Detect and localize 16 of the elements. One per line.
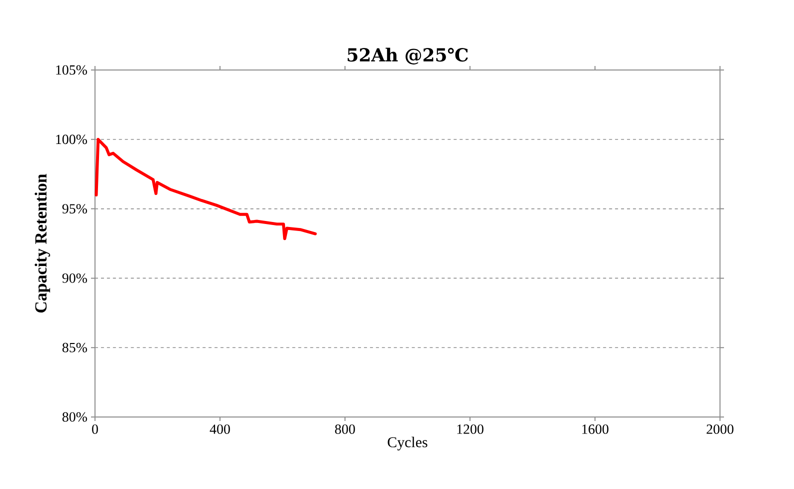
y-axis-title: Capacity Retention [34,174,50,313]
x-tick-label: 1600 [582,424,608,434]
y-tick-label: 85% [62,342,88,352]
y-tick-label: 95% [62,204,88,214]
x-tick-label: 0 [92,424,98,434]
x-tick-label: 2000 [706,424,734,434]
chart-title: 52Ah @25℃ [348,48,468,64]
y-tick-label: 80% [62,412,88,422]
y-tick-label: 90% [62,273,88,283]
x-tick-label: 800 [335,424,355,434]
y-tick-label: 100% [56,134,88,144]
x-axis-title: Cycles [388,436,428,450]
y-tick-label: 105% [56,65,88,75]
x-tick-label: 400 [210,424,230,434]
line-series [94,138,317,240]
x-tick-label: 1200 [457,424,484,434]
